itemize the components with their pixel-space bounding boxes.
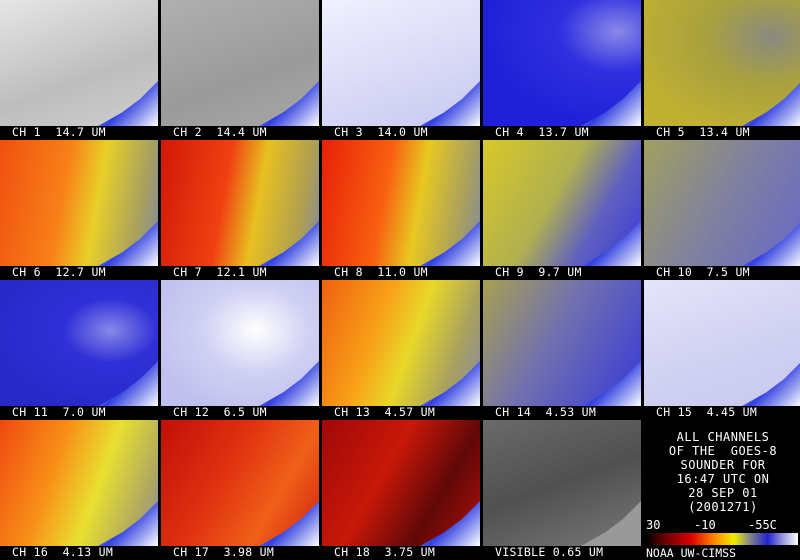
info-line: 16:47 UTC ON <box>676 472 770 486</box>
channel-tile: CH 16 4.13 UM <box>0 420 158 559</box>
channel-image <box>322 0 480 126</box>
channel-label: CH 10 7.5 UM <box>656 265 750 279</box>
scale-label: 30 <box>646 518 661 532</box>
channel-label: CH 1 14.7 UM <box>12 125 106 139</box>
channel-image <box>0 140 158 266</box>
channel-label: CH 18 3.75 UM <box>334 545 436 559</box>
channel-label: CH 13 4.57 UM <box>334 405 436 419</box>
channel-tile: CH 3 14.0 UM <box>322 0 480 139</box>
channel-label: CH 16 4.13 UM <box>12 545 114 559</box>
info-line: SOUNDER FOR <box>680 458 766 472</box>
channel-tile: CH 11 7.0 UM <box>0 280 158 419</box>
channel-tile: CH 13 4.57 UM <box>322 280 480 419</box>
channel-label: VISIBLE 0.65 UM <box>495 545 604 559</box>
channel-image <box>0 420 158 546</box>
channel-tile: CH 6 12.7 UM <box>0 140 158 279</box>
channel-label: CH 2 14.4 UM <box>173 125 267 139</box>
channel-image <box>322 280 480 406</box>
channel-image <box>161 0 319 126</box>
channel-tile: CH 17 3.98 UM <box>161 420 319 559</box>
scale-label: -10 <box>694 518 716 532</box>
channel-tile: CH 7 12.1 UM <box>161 140 319 279</box>
channel-label: CH 11 7.0 UM <box>12 405 106 419</box>
scale-labels: 30 -10 -55C <box>646 518 796 532</box>
credit: NOAA UW-CIMSS <box>646 546 737 560</box>
channel-tile: VISIBLE 0.65 UM <box>483 420 641 559</box>
channel-label: CH 5 13.4 UM <box>656 125 750 139</box>
channel-tile: CH 10 7.5 UM <box>644 140 800 279</box>
channel-image <box>483 0 641 126</box>
channel-label: CH 3 14.0 UM <box>334 125 428 139</box>
channel-label: CH 9 9.7 UM <box>495 265 582 279</box>
channel-image <box>644 280 800 406</box>
channel-image <box>0 280 158 406</box>
info-line: ALL CHANNELS <box>676 430 770 444</box>
channel-tile: CH 9 9.7 UM <box>483 140 641 279</box>
channel-label: CH 17 3.98 UM <box>173 545 275 559</box>
channel-tile: CH 18 3.75 UM <box>322 420 480 559</box>
color-scale-bar <box>646 533 798 545</box>
channel-tile: CH 1 14.7 UM <box>0 0 158 139</box>
channel-label: CH 7 12.1 UM <box>173 265 267 279</box>
channel-label: CH 15 4.45 UM <box>656 405 758 419</box>
channel-tile: CH 14 4.53 UM <box>483 280 641 419</box>
channel-image <box>483 140 641 266</box>
info-line: OF THE GOES-8 <box>668 444 778 458</box>
channel-tile: CH 5 13.4 UM <box>644 0 800 139</box>
channel-tile: CH 4 13.7 UM <box>483 0 641 139</box>
channel-image <box>483 280 641 406</box>
channel-image <box>322 420 480 546</box>
info-line: 28 SEP 01 <box>688 486 758 500</box>
channel-tile: CH 15 4.45 UM <box>644 280 800 419</box>
channel-tile: CH 2 14.4 UM <box>161 0 319 139</box>
info-block: ALL CHANNELS OF THE GOES-8 SOUNDER FOR 16:4… <box>648 430 798 514</box>
channel-image <box>644 140 800 266</box>
info-line: (2001271) <box>688 500 758 514</box>
channel-image <box>0 0 158 126</box>
channel-image <box>644 0 800 126</box>
channel-tile: CH 12 6.5 UM <box>161 280 319 419</box>
channel-label: CH 6 12.7 UM <box>12 265 106 279</box>
channel-tile: CH 8 11.0 UM <box>322 140 480 279</box>
channel-label: CH 4 13.7 UM <box>495 125 589 139</box>
channel-image <box>483 420 641 546</box>
channel-image <box>161 140 319 266</box>
channel-image <box>161 280 319 406</box>
channel-label: CH 14 4.53 UM <box>495 405 597 419</box>
scale-label: -55C <box>748 518 777 532</box>
channel-image <box>322 140 480 266</box>
channel-image <box>161 420 319 546</box>
channel-label: CH 12 6.5 UM <box>173 405 267 419</box>
channel-label: CH 8 11.0 UM <box>334 265 428 279</box>
